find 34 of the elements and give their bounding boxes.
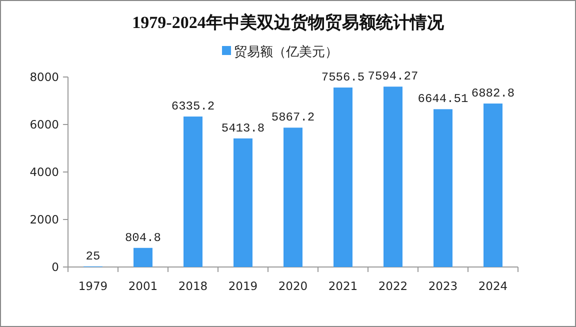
legend: 贸易额（亿美元） [222,45,338,60]
x-tick-label: 2022 [378,279,408,293]
data-label: 6644.51 [418,92,468,106]
data-label: 804.8 [124,230,162,245]
bar [384,86,402,267]
bar [484,104,502,267]
x-tick-label: 2019 [228,279,258,293]
bar [134,248,152,267]
bar [234,138,252,267]
y-tick-label: 8000 [30,70,59,84]
data-label: 5867.2 [271,110,315,125]
data-label: 7594.27 [368,70,418,84]
y-tick-label: 4000 [30,165,59,179]
legend-label: 贸易额（亿美元） [234,44,338,60]
bar [434,109,452,267]
x-tick-label: 2020 [278,279,308,293]
y-tick-label: 6000 [30,118,59,132]
data-label: 6335.2 [171,100,215,114]
x-tick-label: 2021 [328,279,358,293]
bar [284,128,302,267]
chart-title: 1979-2024年中美双边货物贸易额统计情况 [132,13,445,32]
data-label: 7556.5 [321,70,365,85]
y-tick-label: 0 [52,260,59,274]
data-label: 5413.8 [221,121,265,136]
data-label: 25 [86,249,100,264]
bar [184,116,202,267]
x-tick-label: 2023 [428,279,458,293]
bar [334,88,352,267]
x-tick-label: 1979 [78,279,108,293]
x-tick-label: 2018 [178,279,208,293]
x-tick-label: 2024 [478,279,508,293]
y-tick-label: 2000 [30,212,59,226]
data-label: 6882.8 [471,86,515,101]
x-tick-label: 2001 [128,279,158,293]
